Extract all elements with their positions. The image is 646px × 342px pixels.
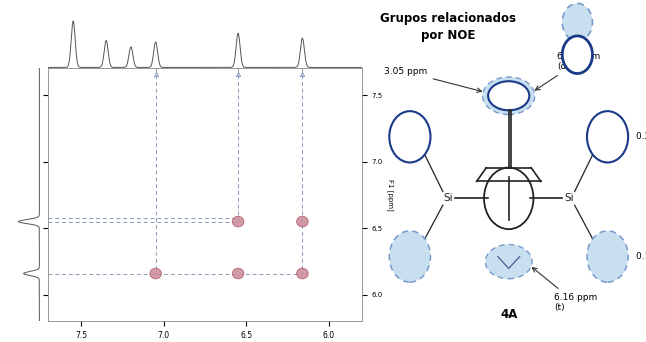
Text: Me: Me [402, 132, 417, 141]
Text: CH₂: CH₂ [499, 91, 519, 101]
Circle shape [390, 111, 430, 162]
Text: 0.28 ppm: 0.28 ppm [636, 132, 646, 141]
Circle shape [587, 111, 628, 162]
Circle shape [390, 231, 430, 282]
Ellipse shape [483, 77, 535, 115]
Text: Si: Si [565, 193, 574, 203]
Text: 4A: 4A [500, 308, 517, 321]
Text: 3.05 ppm: 3.05 ppm [384, 67, 481, 92]
Ellipse shape [297, 216, 308, 227]
Ellipse shape [297, 268, 308, 279]
Circle shape [587, 231, 628, 282]
Ellipse shape [233, 268, 244, 279]
Text: 6.55 ppm
(d): 6.55 ppm (d) [536, 52, 600, 90]
Text: Me: Me [402, 252, 417, 261]
Ellipse shape [233, 216, 244, 227]
Text: Me: Me [600, 252, 615, 261]
Text: Me: Me [600, 132, 615, 141]
Ellipse shape [485, 245, 532, 279]
Text: Si: Si [444, 193, 453, 203]
Circle shape [562, 3, 592, 41]
Ellipse shape [488, 81, 529, 110]
Y-axis label: F1 [ppm]: F1 [ppm] [387, 179, 394, 211]
Text: 6.16 ppm
(t): 6.16 ppm (t) [532, 267, 598, 312]
Text: Grupos relacionados: Grupos relacionados [380, 12, 516, 25]
Text: por NOE: por NOE [421, 29, 475, 42]
Ellipse shape [150, 268, 162, 279]
Text: 0.15 ppm: 0.15 ppm [636, 252, 646, 261]
Circle shape [562, 36, 592, 74]
